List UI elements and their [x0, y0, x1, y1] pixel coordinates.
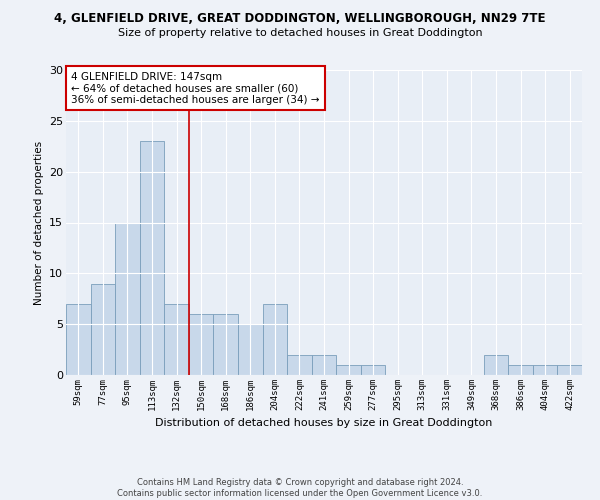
Bar	[66, 304, 91, 375]
Text: Contains HM Land Registry data © Crown copyright and database right 2024.
Contai: Contains HM Land Registry data © Crown c…	[118, 478, 482, 498]
Bar	[287, 354, 312, 375]
Bar	[238, 324, 263, 375]
Bar	[115, 222, 140, 375]
Text: Size of property relative to detached houses in Great Doddington: Size of property relative to detached ho…	[118, 28, 482, 38]
Text: 4 GLENFIELD DRIVE: 147sqm
← 64% of detached houses are smaller (60)
36% of semi-: 4 GLENFIELD DRIVE: 147sqm ← 64% of detac…	[71, 72, 320, 104]
Bar	[263, 304, 287, 375]
Bar	[484, 354, 508, 375]
Bar	[312, 354, 336, 375]
Bar	[140, 141, 164, 375]
Bar	[533, 365, 557, 375]
Bar	[91, 284, 115, 375]
Y-axis label: Number of detached properties: Number of detached properties	[34, 140, 44, 304]
Bar	[164, 304, 189, 375]
Bar	[214, 314, 238, 375]
X-axis label: Distribution of detached houses by size in Great Doddington: Distribution of detached houses by size …	[155, 418, 493, 428]
Bar	[189, 314, 214, 375]
Bar	[508, 365, 533, 375]
Bar	[336, 365, 361, 375]
Text: 4, GLENFIELD DRIVE, GREAT DODDINGTON, WELLINGBOROUGH, NN29 7TE: 4, GLENFIELD DRIVE, GREAT DODDINGTON, WE…	[54, 12, 546, 26]
Bar	[361, 365, 385, 375]
Bar	[557, 365, 582, 375]
